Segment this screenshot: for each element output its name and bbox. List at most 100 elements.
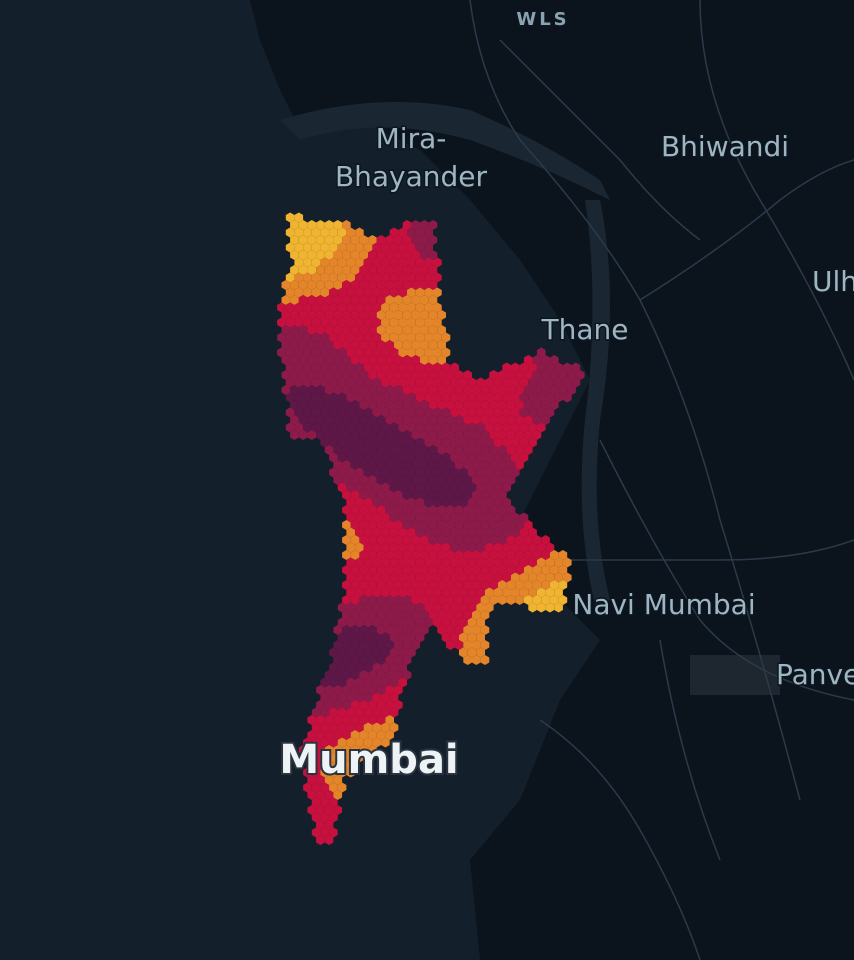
hex-cell: [389, 257, 399, 268]
hex-cell: [342, 460, 351, 470]
hex-cell: [355, 662, 364, 673]
hex-cell: [285, 242, 295, 253]
labels: WLS Mira- Bhayander Bhiwandi Ulh Thane N…: [277, 8, 854, 786]
hex-cell: [346, 422, 356, 433]
hex-cell: [329, 767, 338, 778]
hex-cell: [502, 557, 511, 568]
hex-cell: [311, 782, 321, 793]
hex-cell: [329, 452, 338, 463]
hex-cell: [285, 212, 295, 223]
hex-cell: [424, 257, 433, 268]
hex-cell: [342, 580, 351, 590]
hex-cell: [541, 580, 550, 590]
hex-cell: [433, 257, 442, 268]
hex-cell: [407, 347, 416, 358]
hex-cell: [316, 805, 325, 815]
hex-cell: [359, 520, 369, 530]
hex-cell: [376, 475, 386, 485]
hex-cell: [324, 430, 334, 440]
hex-cell: [536, 392, 546, 403]
hex-cell: [459, 632, 468, 643]
hex-cell: [571, 377, 581, 388]
hex-cell: [320, 377, 330, 388]
hex-cell: [549, 595, 559, 605]
hex-cell: [398, 302, 407, 313]
hex-cell: [398, 602, 407, 613]
hex-cell: [346, 722, 356, 733]
hex-cell: [298, 355, 308, 365]
hex-cell: [398, 662, 407, 673]
hex-cell: [342, 370, 351, 380]
hex-cell: [485, 422, 494, 433]
hex-cell: [298, 325, 308, 335]
hex-cell: [433, 602, 442, 613]
hex-cell: [398, 542, 407, 553]
hex-cell: [450, 632, 459, 643]
hex-cell: [493, 452, 503, 463]
hex-cell: [489, 505, 498, 515]
hex-cell: [420, 595, 429, 605]
hex-cell: [411, 220, 420, 230]
hex-cell: [281, 385, 291, 395]
hex-cell: [489, 370, 498, 380]
hex-cell: [376, 445, 386, 455]
hex-cell: [493, 512, 503, 523]
hex-cell: [381, 257, 390, 268]
hex-cell: [437, 415, 446, 425]
hex-cell: [415, 332, 425, 343]
hex-cell: [329, 362, 338, 373]
hex-cell: [363, 497, 373, 508]
hex-cell: [303, 752, 312, 763]
hex-cell: [389, 527, 399, 538]
hex-cell: [346, 272, 356, 283]
hex-cell: [368, 610, 377, 620]
hex-cell: [424, 362, 433, 373]
hex-cell: [346, 347, 356, 358]
hex-cell: [311, 362, 321, 373]
hex-cell: [485, 542, 494, 553]
hex-cell: [433, 542, 442, 553]
hex-cell: [363, 452, 373, 463]
hex-cell: [472, 505, 481, 515]
hex-cell: [480, 655, 490, 665]
hex-cell: [355, 722, 364, 733]
hex-cell: [337, 482, 347, 493]
hex-cell: [329, 692, 338, 703]
hex-cell: [324, 415, 334, 425]
hex-cell: [363, 512, 373, 523]
hex-cell: [394, 460, 403, 470]
hex-cell: [303, 782, 312, 793]
hex-cell: [459, 407, 468, 418]
hex-cell: [281, 280, 291, 290]
hex-cell: [311, 227, 321, 238]
hex-cell: [489, 400, 498, 410]
hex-cell: [381, 677, 390, 688]
hex-cell: [402, 655, 412, 665]
hex-cell: [372, 317, 382, 328]
hex-cell: [320, 227, 330, 238]
hex-cell: [528, 542, 537, 553]
hex-cell: [420, 535, 429, 545]
hex-cell: [532, 550, 542, 560]
hex-cell: [441, 557, 451, 568]
hex-cell: [368, 265, 377, 275]
hex-cell: [359, 670, 369, 680]
hex-cell: [307, 250, 317, 260]
hex-cell: [450, 512, 459, 523]
hex-cell: [303, 317, 312, 328]
hex-cell: [407, 407, 416, 418]
hex-cell: [316, 835, 325, 845]
hex-cell: [303, 767, 312, 778]
hex-cell: [515, 430, 524, 440]
hex-cell: [411, 325, 420, 335]
hex-cell: [446, 400, 455, 410]
hex-cell: [389, 272, 399, 283]
hex-cell: [407, 287, 416, 298]
hex-cell: [532, 415, 542, 425]
hex-cell: [459, 512, 468, 523]
hex-cell: [298, 430, 308, 440]
hex-cell: [519, 452, 529, 463]
hex-cell: [342, 310, 351, 320]
hex-cell: [381, 737, 390, 748]
hex-cell: [333, 280, 343, 290]
